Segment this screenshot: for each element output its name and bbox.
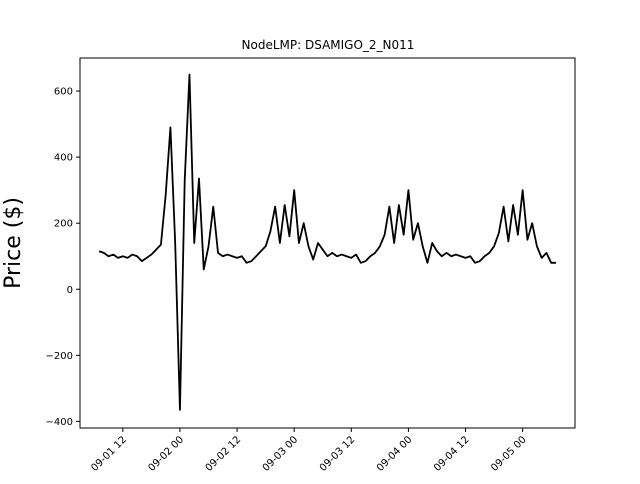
y-tick-label: 600 — [54, 87, 73, 98]
chart-title: NodeLMP: DSAMIGO_2_N011 — [242, 38, 415, 52]
x-tick-label: 09-05 00 — [489, 434, 529, 474]
x-tick-label: 09-04 00 — [375, 434, 415, 474]
y-tick-label: 400 — [54, 153, 73, 164]
y-axis-label: Price ($) — [1, 197, 26, 289]
price-line — [98, 73, 556, 411]
y-tick-label: −200 — [46, 351, 73, 362]
x-tick-label: 09-02 12 — [204, 434, 244, 474]
x-tick-label: 09-01 12 — [89, 434, 129, 474]
x-tick-label: 09-02 00 — [146, 434, 186, 474]
x-tick-label: 09-03 12 — [318, 434, 358, 474]
y-tick-label: 0 — [67, 285, 73, 296]
x-tick-label: 09-03 00 — [261, 434, 301, 474]
plot-frame — [79, 57, 576, 429]
y-tick-label: 200 — [54, 219, 73, 230]
y-tick-label: −400 — [46, 417, 73, 428]
x-tick-label: 09-04 12 — [432, 434, 472, 474]
